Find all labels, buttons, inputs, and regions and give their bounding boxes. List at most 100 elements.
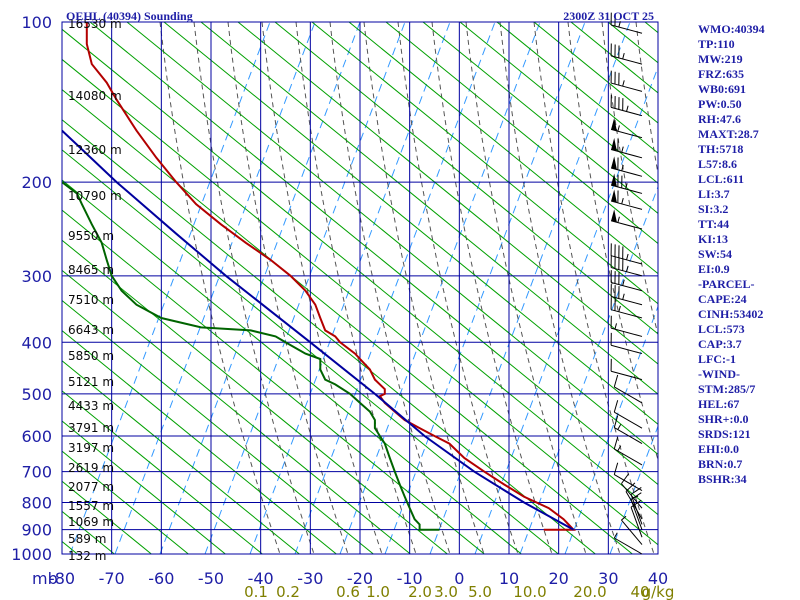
dry-adiabat-line <box>89 22 658 486</box>
temperature-tick-label: 20 <box>548 569 568 588</box>
temperature-tick-label: 0 <box>454 569 464 588</box>
pressure-tick-label: 1000 <box>11 545 52 564</box>
dry-adiabat-line <box>62 390 264 554</box>
dry-adiabat-line <box>237 22 658 365</box>
dry-adiabat-line <box>0 22 13 592</box>
temperature-tick-labels: -80 -70 -60 -50 -40 -30 -20 -10 0 10 20 30 40 <box>49 569 668 588</box>
sounding-index-line: STM:285/7 <box>698 382 756 396</box>
height-label: 3197 m <box>68 441 114 455</box>
wind-barb-flag <box>613 374 619 388</box>
moist-adiabat-line <box>329 22 451 554</box>
wind-barb-staff <box>630 499 643 530</box>
sounding-index-line: -WIND- <box>698 367 740 381</box>
sounding-index-line: WMO:40394 <box>698 22 765 36</box>
height-label: 2077 m <box>68 480 114 494</box>
wind-barb-staff <box>610 344 643 355</box>
wind-barb-staff <box>621 519 643 545</box>
chart-title: OEHL (40394) Sounding <box>66 9 193 23</box>
wind-barb-pennant <box>611 156 617 170</box>
dry-adiabat-line <box>496 22 658 154</box>
wind-barb-staff <box>610 309 643 319</box>
dry-adiabat-line <box>62 239 449 554</box>
dry-adiabat-line <box>62 420 227 554</box>
wind-barb-pennant <box>611 209 617 223</box>
mixing-ratio-line <box>474 65 658 554</box>
pressure-tick-label: 300 <box>21 267 52 286</box>
sounding-index-line: -PARCEL- <box>698 277 755 291</box>
height-label: 12360 m <box>68 143 122 157</box>
mixing-ratio-label: 0.2 <box>276 583 300 600</box>
dry-adiabat-line <box>62 329 338 554</box>
sounding-profiles <box>62 22 576 531</box>
dry-adiabat-line <box>62 88 634 554</box>
dry-adiabat-line <box>62 179 523 554</box>
height-label: 1069 m <box>68 515 114 529</box>
height-label: 6643 m <box>68 323 114 337</box>
temperature-tick-label: -60 <box>148 569 174 588</box>
mixing-ratio-label: 5.0 <box>468 583 492 600</box>
dry-adiabat-line <box>422 22 658 215</box>
mixing-ratio-line <box>384 22 586 554</box>
sounding-index-line: TH:5718 <box>698 142 744 156</box>
wind-barb-staff <box>630 506 643 538</box>
wind-barb-flag <box>625 482 636 492</box>
wind-barb-half-flag <box>622 80 625 87</box>
moist-adiabat-line <box>465 22 587 554</box>
wind-barb-half-flag <box>626 105 629 112</box>
sounding-index-line: CAPE:24 <box>698 292 747 306</box>
pressure-tick-label: 800 <box>21 493 52 512</box>
wind-barb-pennant <box>611 117 617 131</box>
mixing-ratio-lines <box>69 22 658 554</box>
temperature-tick-label: 30 <box>598 569 618 588</box>
wind-barb-staff <box>610 200 643 210</box>
wind-barb-half-flag <box>622 53 625 60</box>
sounding-index-line: PW:0.50 <box>698 97 742 111</box>
mixing-ratio-line <box>294 22 496 554</box>
pressure-tick-label: 700 <box>21 463 52 482</box>
mixing-ratio-label: 2.0 <box>408 583 432 600</box>
wind-barb-staff <box>614 448 643 466</box>
wind-barb-half-flag <box>613 532 618 539</box>
dry-adiabat-line <box>62 209 486 554</box>
sounding-indices-panel: WMO:40394 TP:110 MW:219 FRZ:635 WB0:691 PW:0.… <box>698 22 798 487</box>
sounding-index-line: MW:219 <box>698 52 743 66</box>
height-label: 9550 m <box>68 229 114 243</box>
sounding-index-line: EHI:0.0 <box>698 442 740 456</box>
height-label: 589 m <box>68 532 106 546</box>
height-label: 132 m <box>68 549 106 563</box>
sounding-index-line: SI:3.2 <box>698 202 729 216</box>
temperature-tick-label: 40 <box>648 569 668 588</box>
dry-adiabat-line <box>163 22 658 425</box>
sounding-index-line: BSHR:34 <box>698 472 747 486</box>
wind-barb-half-flag <box>618 21 621 28</box>
temperature-tick-label: -10 <box>397 569 423 588</box>
sounding-index-line: LI:3.7 <box>698 187 730 201</box>
mixing-ratio-line <box>339 22 541 554</box>
sounding-index-line: SRDS:121 <box>698 427 751 441</box>
grid-lines <box>61 21 659 555</box>
height-label: 7510 m <box>68 293 114 307</box>
sounding-index-line: LFC:-1 <box>698 352 736 366</box>
wind-barb-half-flag <box>626 253 629 260</box>
wind-barb-staff <box>614 427 643 444</box>
wind-barb-half-flag <box>618 305 621 312</box>
wind-barb-pennant <box>611 173 617 187</box>
pressure-tick-label: 200 <box>21 173 52 192</box>
pressure-tick-label: 100 <box>21 13 52 32</box>
wind-barb-pennant <box>611 137 617 152</box>
moist-adiabat-line <box>261 22 383 554</box>
mixing-ratio-labels: 0.1 0.2 0.6 1.0 2.0 3.0 5.0 10.0 20.0 40g/kg <box>244 583 674 600</box>
pressure-tick-label: 400 <box>21 333 52 352</box>
wind-barb-staff <box>614 411 643 429</box>
sounding-index-line: TP:110 <box>698 37 735 51</box>
mixing-ratio-line <box>609 424 658 554</box>
sounding-index-line: BRN:0.7 <box>698 457 743 471</box>
dry-adiabat-line <box>62 269 412 554</box>
temperature-tick-label: -30 <box>297 569 323 588</box>
sounding-index-line: LCL:611 <box>698 172 745 186</box>
wind-barb-half-flag <box>622 293 625 300</box>
moist-adiabat-line <box>159 22 281 554</box>
wind-barbs <box>610 12 643 555</box>
mixing-ratio-label: 0.1 <box>244 583 268 600</box>
